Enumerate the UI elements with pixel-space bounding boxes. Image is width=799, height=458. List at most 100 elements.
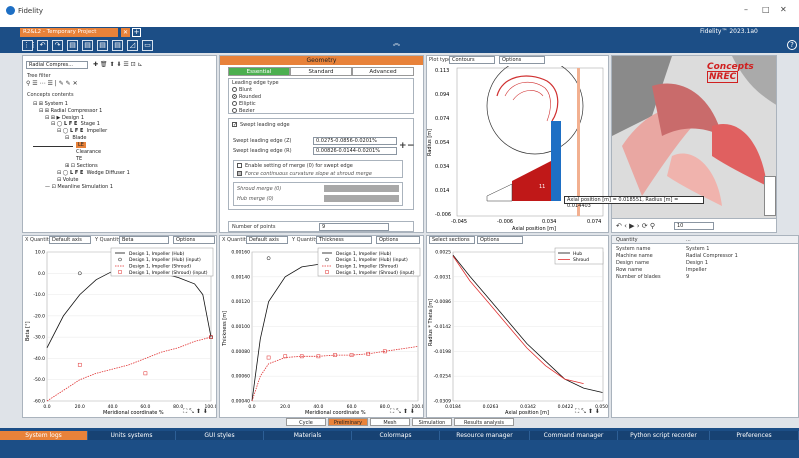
points-input[interactable]: 9 — [319, 223, 389, 231]
remove-point-button[interactable]: − — [407, 141, 415, 151]
tree-item-clearance[interactable]: Clearance — [76, 149, 102, 155]
x-tick: 0.0 — [43, 404, 50, 410]
close-window-button[interactable]: ✕ — [780, 5, 787, 14]
options-select[interactable]: Options — [173, 236, 215, 244]
workflow-mesh[interactable]: Mesh — [370, 418, 410, 426]
window-icon[interactable]: ▭ — [142, 40, 153, 51]
tree-item-design[interactable]: ⊟ ⊞ ▶ Design 1 — [45, 115, 85, 121]
workflow-cycle[interactable]: Cycle — [286, 418, 326, 426]
tree-toolbar-icons[interactable]: ✚ 🗑 ⬆ ⬇ ☰ ⊡ ⊾ — [93, 61, 143, 68]
tab-python-recorder[interactable]: Python script recorder — [618, 431, 710, 440]
radio-elliptic[interactable] — [232, 101, 237, 106]
tab-standard[interactable]: Standard — [290, 67, 352, 76]
tree-filter-icons[interactable]: ⚲ ☰ ⋯ ☰ | ✎ ✎ ✕ — [26, 80, 78, 87]
zoom-input[interactable]: 10 — [674, 222, 714, 230]
beta-chart[interactable]: 10.0 0.0 -10.0 -20.0 -30.0 -40.0 -50.0 -60.0 0.… — [23, 246, 216, 417]
tab-command-manager[interactable]: Command manager — [530, 431, 618, 440]
options-select[interactable]: Options — [477, 236, 523, 244]
tree-item-stage[interactable]: ⊟ ◯ L F E Stage 1 — [51, 121, 100, 127]
chart-icon[interactable]: ◿ — [127, 40, 138, 51]
maximize-button[interactable]: □ — [762, 5, 770, 14]
impeller-3d-render — [612, 56, 776, 221]
sections-plot-area — [452, 251, 604, 402]
collapse-chevron-icon[interactable]: ︽ — [393, 39, 400, 47]
3d-playback-icons[interactable]: ↶ ‹ ▶ › ⟳ ⚲ — [616, 222, 655, 230]
tab-colormaps[interactable]: Colormaps — [352, 431, 440, 440]
view-side-toolbar[interactable] — [764, 176, 776, 216]
swept-r-input[interactable]: 0.00826-0.0144-0.0201% — [313, 147, 397, 155]
chart-tools-icons[interactable]: ⛶ ⤡ ⬆ ⬇ — [575, 408, 600, 415]
geometry-title: Geometry — [220, 56, 423, 65]
tab-units-systems[interactable]: Units systems — [88, 431, 176, 440]
y-quantity-select[interactable]: Beta — [119, 236, 169, 244]
grid-menu-icon[interactable]: ⋮⋮ — [22, 40, 37, 51]
workflow-results[interactable]: Results analysis — [454, 418, 514, 426]
3d-view[interactable]: Concepts NREC ↶ ‹ ▶ › ⟳ ⚲ 10 — [611, 55, 777, 233]
open-icon[interactable]: ▤ — [112, 40, 123, 51]
plot-type-select[interactable]: Contours — [449, 56, 495, 64]
tab-gui-styles[interactable]: GUI styles — [176, 431, 264, 440]
add-point-button[interactable]: + — [399, 141, 407, 151]
add-tab-icon[interactable]: + — [132, 28, 141, 37]
swept-z-input[interactable]: 0.0275-0.0856-0.0201% — [313, 137, 397, 145]
tree-item-compressor[interactable]: ⊟ ⊞ Radial Compressor 1 — [39, 108, 103, 114]
chart-tools-icons[interactable]: ⛶ ⤡ ⬆ ⬇ — [390, 408, 415, 415]
export-icon[interactable]: ▤ — [97, 40, 108, 51]
project-tab[interactable]: R2&L2 - Temporary Project — [20, 28, 118, 37]
tree-item-meanline[interactable]: — ⊡ Meanline Simulation 1 — [45, 184, 114, 190]
thickness-chart[interactable]: 0.00160 0.00140 0.00120 0.00100 0.00080 0.000… — [220, 246, 423, 417]
workflow-simulation[interactable]: Simulation — [412, 418, 452, 426]
hub-merge-input[interactable] — [324, 195, 399, 202]
tab-materials[interactable]: Materials — [264, 431, 352, 440]
shroud-merge-input[interactable] — [324, 185, 399, 192]
tab-essential[interactable]: Essential — [228, 67, 290, 76]
swept-checkbox[interactable]: ✓ — [232, 122, 238, 128]
x-tick: 0.034 — [542, 219, 556, 225]
save-icon[interactable]: ▤ — [67, 40, 78, 51]
scroll-marker — [577, 68, 580, 216]
tree-item-te[interactable]: TE — [76, 156, 83, 162]
minimize-button[interactable]: – — [744, 5, 748, 14]
workflow-preliminary[interactable]: Preliminary — [328, 418, 368, 426]
shroud-contour — [496, 75, 559, 122]
y-tick: 0.00160 — [231, 250, 250, 256]
sections-chart[interactable]: 0.0025 -0.0031 -0.0086 -0.0142 -0.0198 -0.025… — [427, 246, 608, 417]
tree-item-volute[interactable]: ⊟ Volute — [57, 177, 79, 183]
col-value: ... — [686, 237, 691, 243]
tree-item-system[interactable]: ⊟ ⊞ System 1 — [33, 101, 68, 107]
options-select[interactable]: Options — [376, 236, 420, 244]
meridional-chart[interactable]: 0.113 0.094 0.074 0.054 0.034 0.014 -0.0… — [427, 66, 608, 232]
tab-advanced[interactable]: Advanced — [352, 67, 414, 76]
tab-system-logs[interactable]: System logs — [0, 431, 88, 440]
x-tick: -0.045 — [451, 219, 467, 225]
tree-item-impeller[interactable]: ⊟ ◯ L F E Impeller — [57, 128, 108, 134]
enable-merge-checkbox[interactable] — [237, 163, 242, 168]
tree-item-blade[interactable]: ⊟ Blade — [65, 135, 87, 141]
save-as-icon[interactable]: ▤ — [82, 40, 93, 51]
chart-tools-icons[interactable]: ⛶ ⤡ ⬆ ⬇ — [183, 408, 208, 415]
tab-preferences[interactable]: Preferences — [710, 431, 799, 440]
radio-bezier[interactable] — [232, 108, 237, 113]
component-select[interactable]: Radial Compres... — [26, 61, 88, 69]
x-quantity-select[interactable]: Default axis — [246, 236, 288, 244]
force-curvature-checkbox[interactable] — [237, 171, 242, 176]
tree-item-sections[interactable]: ⊞ ⊡ Sections — [65, 163, 98, 169]
y-quantity-select[interactable]: Thickness — [316, 236, 372, 244]
radio-blunt[interactable] — [232, 87, 237, 92]
redo-icon[interactable]: ↷ — [52, 40, 63, 51]
radio-rounded[interactable] — [232, 94, 237, 99]
position-tooltip: Axial position [m] = 0.018551, Radius [m… — [564, 196, 704, 209]
x-quantity-select[interactable]: Default axis — [49, 236, 91, 244]
y-quantity-label: Y Quantity — [292, 237, 319, 243]
x-tick: 20.0 — [75, 404, 85, 410]
tab-resource-manager[interactable]: Resource manager — [440, 431, 530, 440]
close-tab-icon[interactable]: ✕ — [121, 28, 130, 37]
undo-icon[interactable]: ↶ — [37, 40, 48, 51]
sections-series — [452, 254, 603, 393]
tree-item-le[interactable]: LE — [76, 142, 86, 148]
select-sections[interactable]: Select sections — [429, 236, 475, 244]
tree-item-diffuser[interactable]: ⊟ ◯ L F E Wedge Diffuser 1 — [57, 170, 130, 176]
help-icon[interactable]: ? — [787, 40, 797, 50]
sections-x-ticks: 0.0184 0.0263 0.0342 0.0422 0.0501 — [445, 404, 608, 410]
plot-options-select[interactable]: Options — [499, 56, 545, 64]
